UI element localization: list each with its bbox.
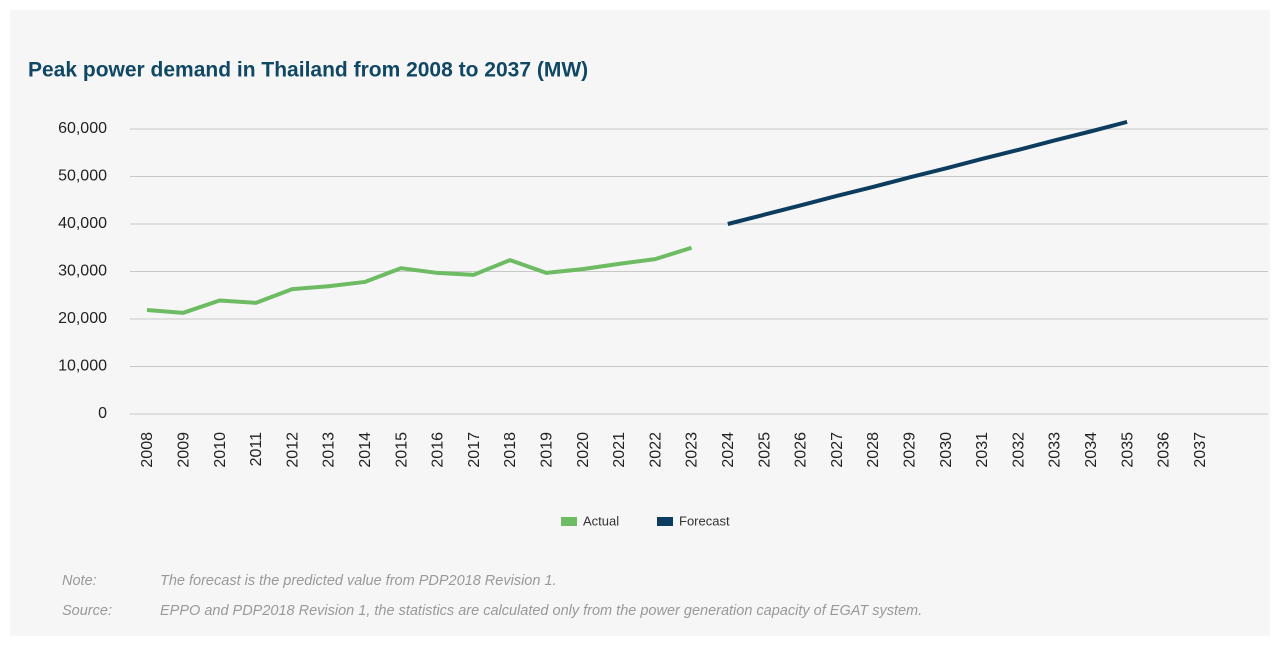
x-tick-label: 2035: [1119, 432, 1136, 468]
x-tick-label: 2012: [284, 432, 301, 468]
x-tick-label: 2022: [647, 432, 664, 468]
note-label: Source:: [62, 603, 112, 619]
chart-title: Peak power demand in Thailand from 2008 …: [28, 59, 588, 82]
x-tick-label: 2033: [1047, 432, 1064, 468]
legend-label: Actual: [583, 513, 619, 528]
x-tick-label: 2016: [430, 432, 447, 468]
y-tick-label: 0: [98, 405, 107, 422]
x-tick-label: 2027: [829, 432, 846, 468]
x-tick-label: 2021: [611, 432, 628, 468]
x-tick-label: 2017: [466, 432, 483, 468]
x-tick-label: 2023: [684, 432, 701, 468]
y-tick-label: 40,000: [58, 215, 107, 232]
x-tick-label: 2013: [321, 432, 338, 468]
x-tick-label: 2031: [974, 432, 991, 468]
legend-swatch: [657, 517, 673, 526]
y-tick-label: 60,000: [58, 120, 107, 137]
note-label: Note:: [62, 573, 97, 589]
panel: [10, 10, 1270, 636]
x-tick-label: 2030: [938, 432, 955, 468]
y-tick-label: 20,000: [58, 310, 107, 327]
x-tick-label: 2010: [212, 432, 229, 468]
y-tick-label: 10,000: [58, 358, 107, 375]
x-tick-label: 2029: [902, 432, 919, 468]
x-tick-label: 2019: [539, 432, 556, 468]
y-tick-label: 50,000: [58, 168, 107, 185]
x-tick-label: 2025: [756, 432, 773, 468]
x-tick-label: 2014: [357, 432, 374, 468]
x-tick-label: 2024: [720, 432, 737, 468]
x-tick-label: 2028: [865, 432, 882, 468]
x-tick-label: 2011: [248, 432, 265, 467]
legend-label: Forecast: [679, 513, 730, 528]
line-series: [146, 245, 693, 315]
x-tick-label: 2018: [502, 432, 519, 468]
note-text: EPPO and PDP2018 Revision 1, the statist…: [160, 603, 922, 619]
x-tick-label: 2008: [139, 432, 156, 468]
x-tick-label: 2020: [575, 432, 592, 468]
x-tick-label: 2009: [176, 432, 193, 468]
x-tick-label: 2037: [1192, 432, 1209, 468]
x-tick-label: 2015: [393, 432, 410, 468]
x-tick-label: 2032: [1010, 432, 1027, 468]
legend-swatch: [561, 517, 577, 526]
note-text: The forecast is the predicted value from…: [160, 573, 557, 589]
x-tick-label: 2026: [793, 432, 810, 468]
x-tick-label: 2034: [1083, 432, 1100, 468]
y-tick-label: 30,000: [58, 263, 107, 280]
line-series: [727, 119, 1128, 226]
x-tick-label: 2036: [1156, 432, 1173, 468]
